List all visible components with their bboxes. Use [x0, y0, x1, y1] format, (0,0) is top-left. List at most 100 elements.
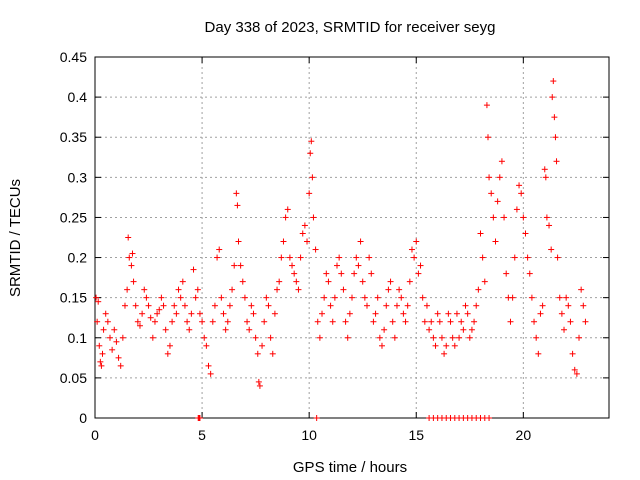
data-point	[254, 350, 261, 357]
data-point	[466, 334, 473, 341]
data-point	[477, 230, 484, 237]
data-point	[192, 294, 199, 301]
data-point	[402, 318, 409, 325]
data-point	[468, 326, 475, 333]
data-point	[136, 322, 143, 329]
data-point	[582, 318, 589, 325]
data-point	[143, 294, 150, 301]
data-point	[462, 302, 469, 309]
data-point	[368, 270, 375, 277]
data-point	[117, 362, 124, 369]
data-point	[511, 254, 518, 261]
data-point	[201, 334, 208, 341]
y-tick-label: 0.45	[60, 49, 87, 65]
data-point	[162, 326, 169, 333]
data-point	[115, 354, 122, 361]
data-point	[309, 174, 316, 181]
data-point	[179, 278, 186, 285]
data-point	[274, 286, 281, 293]
data-point	[269, 350, 276, 357]
data-point	[556, 294, 563, 301]
data-point	[211, 302, 218, 309]
data-point	[166, 342, 173, 349]
data-point	[295, 286, 302, 293]
data-point	[181, 302, 188, 309]
data-point	[355, 262, 362, 269]
data-point	[113, 338, 120, 345]
data-point	[353, 254, 360, 261]
grid-lines	[95, 57, 609, 418]
data-point	[441, 350, 448, 357]
y-tick-label: 0.1	[68, 330, 88, 346]
data-point	[563, 294, 570, 301]
data-point	[312, 246, 319, 253]
data-point	[106, 334, 113, 341]
data-point	[119, 334, 126, 341]
data-point	[286, 254, 293, 261]
data-point	[366, 254, 373, 261]
data-point	[194, 286, 201, 293]
data-point	[100, 326, 107, 333]
data-point	[188, 310, 195, 317]
data-point	[128, 262, 135, 269]
data-point	[314, 318, 321, 325]
data-point	[329, 318, 336, 325]
data-point	[475, 286, 482, 293]
data-point	[126, 254, 133, 261]
data-point	[125, 234, 132, 241]
data-point	[234, 202, 241, 209]
data-point	[334, 262, 341, 269]
data-point	[346, 310, 353, 317]
data-point	[376, 334, 383, 341]
data-point	[139, 310, 146, 317]
data-point	[359, 278, 366, 285]
data-point	[289, 262, 296, 269]
data-point	[248, 302, 255, 309]
data-point	[520, 214, 527, 221]
chart-title: Day 338 of 2023, SRMTID for receiver sey…	[205, 19, 496, 36]
data-point	[342, 318, 349, 325]
data-point	[154, 310, 161, 317]
data-point	[389, 318, 396, 325]
data-point	[141, 286, 148, 293]
data-point	[310, 214, 317, 221]
data-point	[535, 350, 542, 357]
data-point	[308, 138, 315, 145]
x-tick-label: 15	[408, 427, 424, 443]
data-point	[537, 310, 544, 317]
data-point	[554, 254, 561, 261]
data-point	[336, 254, 343, 261]
data-point	[151, 318, 158, 325]
data-point	[271, 310, 278, 317]
data-point	[549, 94, 556, 101]
data-point	[278, 254, 285, 261]
data-point	[145, 302, 152, 309]
data-point	[307, 150, 314, 157]
data-point	[134, 318, 141, 325]
data-point	[331, 294, 338, 301]
data-point	[456, 334, 463, 341]
data-point	[443, 342, 450, 349]
data-point	[434, 310, 441, 317]
y-tick-label: 0.15	[60, 290, 87, 306]
data-point	[513, 206, 520, 213]
data-point	[438, 334, 445, 341]
data-point	[383, 302, 390, 309]
data-point	[432, 342, 439, 349]
data-point	[445, 310, 452, 317]
data-point	[338, 270, 345, 277]
plot-frame	[94, 56, 610, 419]
y-tick-label: 0.2	[68, 250, 88, 266]
data-point	[483, 102, 490, 109]
data-point	[486, 174, 493, 181]
data-point	[156, 306, 163, 313]
data-point	[282, 214, 289, 221]
data-point	[374, 294, 381, 301]
data-point	[458, 318, 465, 325]
data-point	[447, 318, 454, 325]
data-point	[291, 270, 298, 277]
data-point	[391, 334, 398, 341]
data-point	[124, 286, 131, 293]
data-point	[109, 346, 116, 353]
data-point	[419, 294, 426, 301]
